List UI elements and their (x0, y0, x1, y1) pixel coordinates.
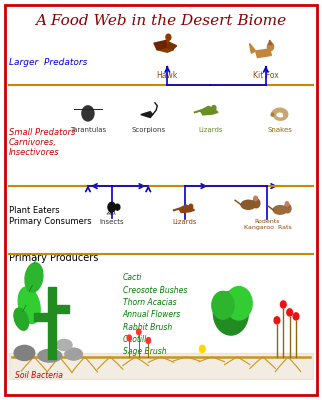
Polygon shape (141, 112, 153, 118)
Circle shape (287, 309, 292, 316)
Ellipse shape (56, 340, 72, 350)
Circle shape (146, 338, 150, 343)
Ellipse shape (65, 348, 82, 360)
Text: Ocotillo: Ocotillo (123, 335, 152, 344)
Text: Scorpions: Scorpions (131, 126, 166, 132)
Text: Insects: Insects (99, 219, 124, 225)
Text: Small Predators
Carnivores,
Insectivores: Small Predators Carnivores, Insectivores (8, 128, 75, 157)
Text: Lizards: Lizards (198, 126, 223, 132)
Circle shape (271, 113, 274, 116)
Text: Lizards: Lizards (173, 219, 197, 225)
Circle shape (267, 43, 274, 51)
Bar (48, 287, 56, 359)
Polygon shape (154, 41, 167, 50)
Text: Soil Bacteria: Soil Bacteria (15, 371, 63, 380)
Circle shape (225, 286, 252, 320)
Circle shape (212, 106, 216, 111)
Circle shape (254, 196, 257, 201)
Circle shape (115, 204, 120, 210)
Ellipse shape (241, 200, 256, 209)
Circle shape (252, 199, 260, 208)
Text: Kit Fox: Kit Fox (253, 71, 279, 80)
Circle shape (293, 313, 299, 320)
Polygon shape (200, 106, 218, 115)
Polygon shape (167, 42, 177, 50)
Circle shape (166, 34, 171, 40)
Circle shape (108, 202, 116, 212)
Polygon shape (269, 40, 272, 44)
Ellipse shape (18, 287, 40, 324)
Ellipse shape (273, 206, 287, 214)
Ellipse shape (14, 308, 29, 330)
Circle shape (285, 202, 289, 206)
Circle shape (127, 335, 131, 341)
Text: Hawk: Hawk (157, 71, 178, 80)
Text: Primary Producers: Primary Producers (8, 252, 98, 262)
Circle shape (199, 345, 205, 352)
Ellipse shape (38, 349, 62, 362)
Bar (34, 313, 48, 321)
Text: Thorn Acacias: Thorn Acacias (123, 298, 176, 307)
Text: Rabbit Brush: Rabbit Brush (123, 323, 172, 332)
Circle shape (284, 204, 291, 213)
Ellipse shape (25, 263, 43, 292)
Polygon shape (256, 49, 271, 58)
Circle shape (280, 301, 286, 308)
Text: Creosote Bushes: Creosote Bushes (123, 286, 187, 295)
Text: Sage Brush: Sage Brush (123, 347, 166, 356)
Text: Annual Flowers: Annual Flowers (123, 310, 181, 320)
Polygon shape (179, 205, 194, 212)
Polygon shape (250, 43, 256, 53)
Bar (56, 305, 69, 313)
Text: Rodents
Kangaroo  Rats: Rodents Kangaroo Rats (243, 219, 291, 230)
Circle shape (82, 106, 94, 121)
Circle shape (212, 291, 234, 319)
Polygon shape (157, 39, 174, 52)
Text: Snakes: Snakes (268, 126, 293, 132)
Circle shape (137, 329, 141, 335)
Text: Plant Eaters
Primary Consumers: Plant Eaters Primary Consumers (8, 206, 91, 226)
Text: Larger  Predators: Larger Predators (8, 58, 87, 68)
Circle shape (189, 204, 193, 209)
Text: Cacti: Cacti (123, 274, 142, 282)
Ellipse shape (14, 345, 35, 360)
Text: A Food Web in the Desert Biome: A Food Web in the Desert Biome (35, 14, 287, 28)
Circle shape (274, 317, 280, 324)
Circle shape (213, 291, 248, 335)
Text: Tarantulas: Tarantulas (70, 126, 106, 132)
